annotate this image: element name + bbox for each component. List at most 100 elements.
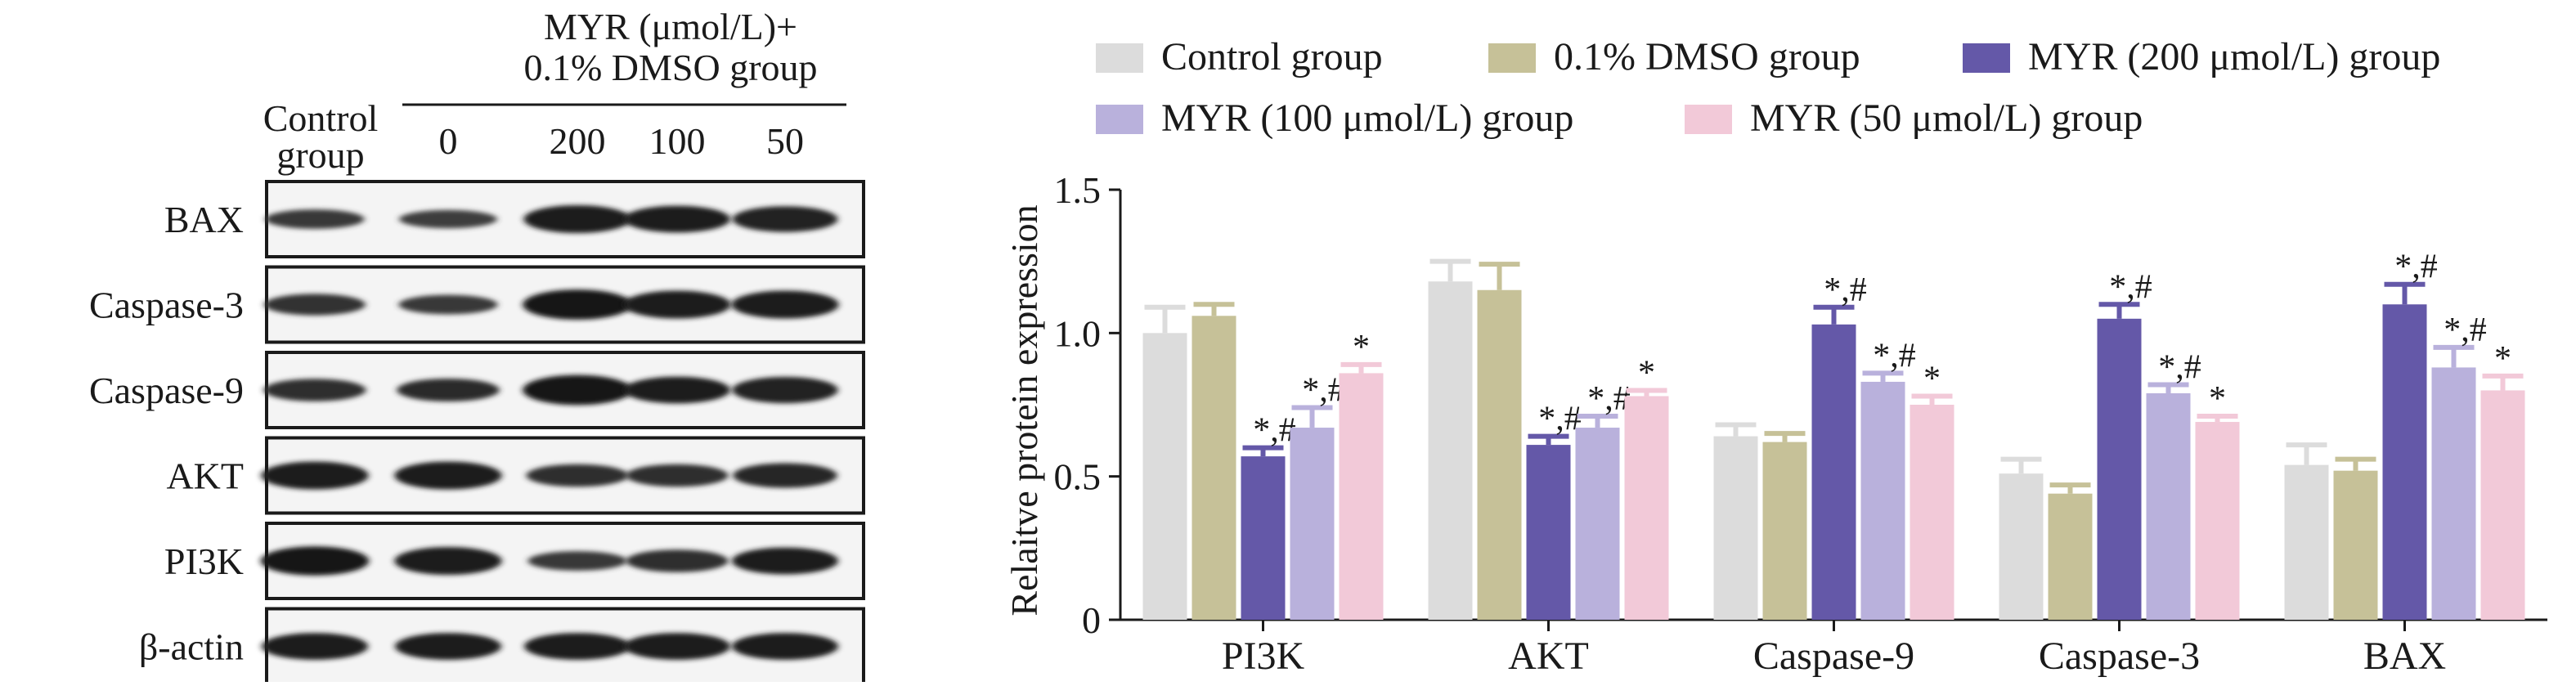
blot-row: BAX	[164, 180, 865, 258]
blot-band	[526, 464, 629, 487]
bar	[1428, 281, 1473, 620]
x-tick-label: Caspase-3	[2039, 634, 2200, 678]
significance-mark: *,#	[1302, 372, 1345, 410]
bar	[1575, 428, 1620, 620]
significance-mark: *,#	[2394, 249, 2438, 286]
blot-band	[732, 633, 838, 660]
y-tick-label: 0.5	[1054, 456, 1102, 498]
blot-band	[394, 461, 502, 490]
blot-band	[523, 374, 632, 406]
significance-mark: *	[1923, 360, 1941, 397]
bar	[1339, 373, 1384, 620]
blot-band	[397, 378, 500, 402]
blot-band	[399, 209, 497, 229]
significance-mark: *	[2494, 340, 2511, 378]
bar-group	[2048, 482, 2093, 620]
blot-band	[732, 206, 838, 232]
bar-chart: Control group 0.1% DMSO group MYR (200 μmo…	[1003, 35, 2547, 678]
bar	[1999, 473, 2044, 620]
blot-row-label: PI3K	[164, 540, 244, 582]
bar	[1290, 428, 1335, 620]
legend-label: MYR (100 μmol/L) group	[1161, 96, 1573, 140]
bar-group	[1713, 422, 1758, 620]
bar-group: *	[2480, 340, 2525, 620]
blot-band	[265, 209, 365, 229]
bar	[1762, 442, 1807, 620]
y-tick-label: 0	[1082, 599, 1101, 641]
bar-group	[2284, 442, 2329, 620]
blot-band	[731, 290, 839, 319]
blot-row: Caspase-3	[89, 265, 865, 344]
blot-control-line1: Control	[263, 97, 379, 139]
blot-band	[524, 633, 631, 660]
bar	[2382, 304, 2427, 620]
blot-row: Caspase-9	[89, 351, 865, 429]
blot-row: PI3K	[164, 522, 865, 600]
bar-group	[1762, 431, 1807, 620]
bar	[2097, 318, 2142, 620]
blot-band	[523, 204, 631, 234]
blot-row-label: Caspase-3	[89, 285, 244, 326]
legend-swatch	[1096, 105, 1143, 134]
bar	[1910, 405, 1954, 620]
legend-label: MYR (200 μmol/L) group	[2028, 35, 2440, 78]
blot-band	[394, 546, 502, 576]
blot-band	[398, 294, 498, 315]
blot-band	[733, 463, 837, 488]
blot-band	[262, 633, 368, 660]
bar	[1526, 445, 1571, 620]
legend-swatch	[1096, 43, 1143, 73]
bar-group: *,#	[1290, 372, 1345, 620]
x-tick-label: BAX	[2363, 634, 2446, 678]
bar-group: *,#	[1811, 271, 1867, 620]
y-tick-label: 1.0	[1054, 312, 1102, 354]
bar	[1477, 289, 1522, 620]
bar	[2333, 470, 2378, 620]
blot-band	[626, 464, 729, 487]
legend-item: MYR (50 μmol/L) group	[1685, 96, 2143, 140]
blot-control-line2: group	[276, 134, 364, 176]
blot-rows: BAX Caspase-3 Caspase-9 AKT PI3K β-actin	[89, 180, 865, 686]
dose-label: 0	[439, 120, 458, 162]
blot-header-line1: MYR (μmol/L)+	[544, 6, 797, 47]
significance-mark: *,#	[2158, 348, 2201, 386]
significance-mark: *	[1638, 354, 1655, 392]
legend-swatch	[1963, 43, 2010, 73]
bar-group: *	[1624, 354, 1669, 620]
blot-row-label: Caspase-9	[89, 370, 244, 411]
significance-mark: *	[2209, 380, 2226, 418]
bar-group	[1142, 304, 1187, 620]
legend-swatch	[1685, 105, 1732, 134]
blot-band	[732, 376, 838, 404]
bar-group	[1477, 262, 1522, 620]
y-tick-label: 1.5	[1054, 169, 1102, 211]
bar	[1713, 436, 1758, 620]
bar	[1860, 381, 1905, 620]
significance-mark: *,#	[1824, 271, 1867, 309]
bar	[2048, 493, 2093, 620]
legend-item: MYR (100 μmol/L) group	[1096, 96, 1573, 140]
legend-swatch	[1488, 43, 1536, 73]
blot-band	[527, 551, 627, 571]
significance-mark: *,#	[2444, 312, 2487, 349]
bar	[1142, 333, 1187, 620]
bar	[2480, 390, 2525, 620]
blot-band	[624, 205, 730, 233]
bar	[1241, 456, 1286, 620]
dose-label: 50	[766, 120, 804, 162]
blot-band	[260, 546, 370, 576]
dose-label: 100	[649, 120, 706, 162]
legend-label: MYR (50 μmol/L) group	[1750, 96, 2143, 140]
blot-dose-labels: 0 200 100 50	[439, 120, 805, 162]
blot-band	[395, 633, 501, 660]
legend-item: MYR (200 μmol/L) group	[1963, 35, 2440, 78]
bar-group: *,#	[2146, 348, 2201, 620]
dose-label: 200	[550, 120, 606, 162]
blot-band	[624, 376, 730, 404]
bar-group	[1999, 456, 2044, 620]
bar	[2146, 392, 2191, 620]
bar-group: *,#	[2382, 249, 2438, 620]
blot-row: AKT	[166, 436, 865, 515]
bar	[2195, 422, 2240, 620]
